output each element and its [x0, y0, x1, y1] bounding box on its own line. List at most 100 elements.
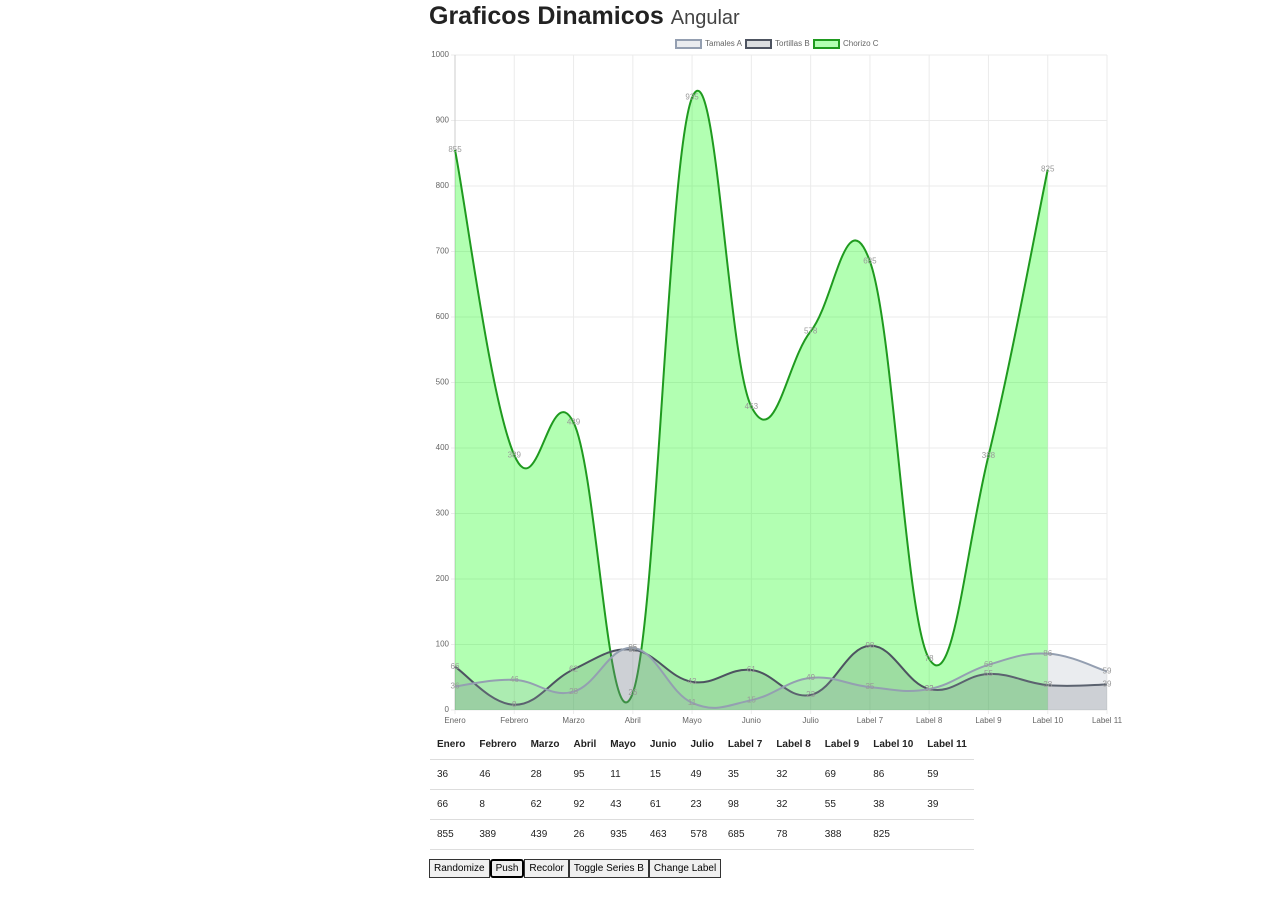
table-cell: 28: [523, 759, 567, 790]
x-tick-label: Junio: [742, 716, 762, 725]
legend-swatch: [675, 39, 702, 49]
table-cell: 46: [472, 759, 524, 790]
x-tick-label: Mayo: [682, 716, 702, 725]
table-cell: 32: [769, 759, 818, 790]
table-cell: 388: [817, 819, 867, 850]
table-cell: 35: [720, 759, 770, 790]
button[interactable]: Randomize: [429, 859, 490, 878]
data-label: 61: [747, 665, 756, 674]
table-cell: 389: [472, 819, 524, 850]
table-header-cell: Label 11: [920, 730, 974, 760]
series-line: [454, 89, 1049, 704]
y-tick-label: 200: [436, 574, 450, 583]
table-header-cell: Julio: [683, 730, 721, 760]
table-cell: 78: [769, 819, 818, 850]
data-label: 32: [925, 684, 934, 693]
series-area: [455, 645, 1107, 710]
table-header-cell: Junio: [642, 730, 684, 760]
subtitle: Angular: [670, 7, 740, 29]
table-cell: 38: [866, 789, 921, 820]
table-header-cell: Label 9: [817, 730, 867, 760]
legend-label: Tortillas B: [775, 39, 810, 48]
x-tick-label: Label 9: [975, 716, 1002, 725]
table-cell: 39: [920, 789, 974, 820]
table-cell: 98: [720, 789, 770, 820]
table-cell: 26: [566, 819, 604, 850]
table-cell: 825: [866, 819, 921, 850]
y-tick-label: 800: [436, 181, 450, 190]
data-label: 15: [747, 695, 756, 704]
table-header-cell: Enero: [430, 730, 473, 760]
data-label: 439: [567, 418, 581, 427]
x-tick-label: Label 11: [1092, 716, 1123, 725]
data-label: 578: [804, 327, 818, 336]
legend-item: Tamales A: [675, 39, 743, 49]
table-cell: [920, 819, 974, 850]
button[interactable]: Recolor: [524, 859, 569, 878]
data-label: 685: [863, 256, 877, 265]
data-label: 38: [1043, 680, 1052, 689]
data-label: 463: [745, 402, 759, 411]
series-area: [455, 647, 1107, 710]
table-cell: 463: [642, 819, 684, 850]
data-label: 98: [865, 641, 874, 650]
table-header-row: Enero Febrero Marzo Abril Mayo Junio Julio Labe…: [430, 730, 974, 760]
data-label: 78: [925, 654, 934, 663]
data-label: 62: [569, 664, 578, 673]
table-header-cell: Label 10: [866, 730, 921, 760]
y-tick-label: 100: [436, 640, 450, 649]
table-cell: 86: [866, 759, 921, 790]
table-header-cell: Febrero: [472, 730, 524, 760]
table-row: 66 8 62 92 43 61 23 98 32 55 38 39: [430, 789, 974, 820]
data-label: 32: [925, 684, 934, 693]
table-cell: 578: [683, 819, 721, 850]
legend-swatch: [745, 39, 772, 49]
table-cell: 69: [817, 759, 867, 790]
page-title: Graficos Dinamicos Angular: [429, 2, 740, 31]
table-header-cell: Abril: [566, 730, 604, 760]
data-label: 36: [451, 682, 460, 691]
chart: 0 100 200 300 400 500 600 700 800 900 1000 Enero Feb…: [431, 39, 1123, 725]
y-tick-label: 400: [436, 443, 450, 452]
y-tick-label: 300: [436, 509, 450, 518]
x-tick-label: Julio: [802, 716, 819, 725]
data-label: 855: [448, 145, 462, 154]
table-cell: 49: [683, 759, 721, 790]
table-header-cell: Marzo: [523, 730, 567, 760]
table-cell: 59: [920, 759, 974, 790]
table-cell: 55: [817, 789, 867, 820]
data-label: 69: [984, 660, 993, 669]
table-cell: 11: [603, 759, 643, 790]
table-cell: 23: [683, 789, 721, 820]
data-label: 59: [1103, 666, 1112, 675]
data-label: 935: [685, 93, 699, 102]
table-cell: 855: [430, 819, 473, 850]
x-tick-label: Febrero: [500, 716, 529, 725]
y-tick-label: 1000: [431, 50, 449, 59]
x-tick-label: Enero: [444, 716, 466, 725]
table-cell: 92: [566, 789, 604, 820]
data-label: 92: [628, 645, 637, 654]
data-label: 388: [982, 451, 996, 460]
table-header-cell: Label 7: [720, 730, 770, 760]
y-tick-label: 900: [436, 116, 450, 125]
x-tick-label: Abril: [625, 716, 641, 725]
data-label: 43: [688, 677, 697, 686]
legend-item: Tortillas B: [745, 39, 810, 49]
button[interactable]: Push: [489, 859, 525, 878]
series-line: [454, 646, 1108, 709]
x-tick-label: Label 10: [1032, 716, 1063, 725]
data-label: 389: [508, 450, 522, 459]
table-cell: 15: [642, 759, 684, 790]
button[interactable]: Change Label: [648, 859, 722, 878]
table-header-cell: Mayo: [603, 730, 643, 760]
table-cell: 685: [720, 819, 770, 850]
button[interactable]: Toggle Series B: [568, 859, 649, 878]
table-cell: 439: [523, 819, 567, 850]
data-label: 66: [451, 662, 460, 671]
y-tick-label: 600: [436, 312, 450, 321]
data-label: 49: [806, 673, 815, 682]
y-tick-label: 500: [436, 378, 450, 387]
x-tick-label: Label 7: [857, 716, 884, 725]
